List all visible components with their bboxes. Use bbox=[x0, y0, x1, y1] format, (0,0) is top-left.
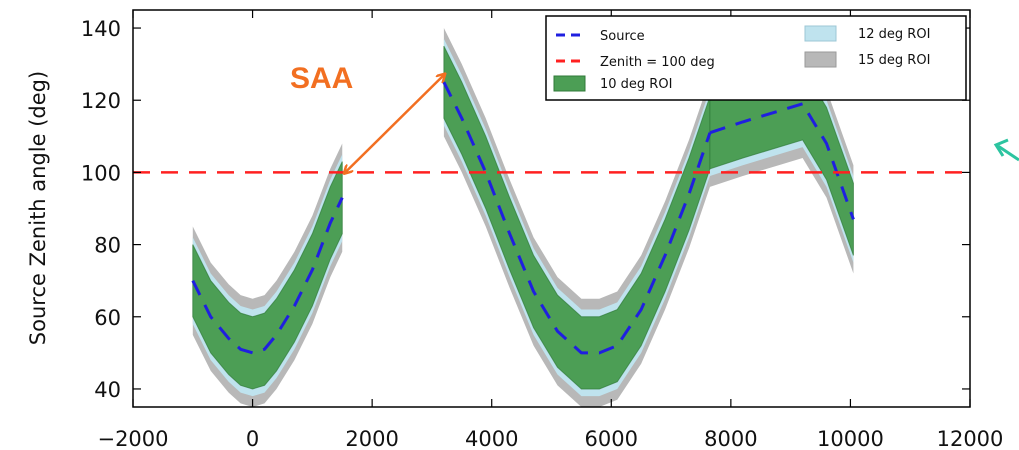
source-line-segment-2 bbox=[709, 102, 855, 220]
legend-15deg-swatch bbox=[804, 51, 837, 68]
y-axis-label: Source Zenith angle (deg) bbox=[26, 71, 50, 345]
y-tick-label: 140 bbox=[81, 17, 121, 41]
y-tick-label: 120 bbox=[81, 89, 121, 113]
saa-annotation-label: SAA bbox=[290, 62, 353, 95]
x-tick-label: 4000 bbox=[465, 427, 518, 450]
x-tick-label: 6000 bbox=[585, 427, 638, 450]
x-tick-label: −2000 bbox=[97, 427, 168, 450]
plot-frame bbox=[132, 9, 971, 408]
y-tick-label: 100 bbox=[81, 161, 121, 185]
legend-10deg-swatch bbox=[553, 75, 586, 92]
legend-10deg-label: 10 deg ROI bbox=[600, 77, 672, 92]
x-tick-label: 10000 bbox=[817, 427, 884, 450]
legend-source-label: Source bbox=[600, 29, 645, 44]
x-tick-label: 8000 bbox=[704, 427, 757, 450]
source-line-segment-1 bbox=[442, 81, 712, 355]
y-tick-label: 60 bbox=[94, 306, 121, 330]
legend-12deg-swatch bbox=[804, 25, 837, 42]
legend-12deg-label: 12 deg ROI bbox=[858, 27, 930, 42]
legend: Source Zenith = 100 deg 10 deg ROI 12 de… bbox=[545, 15, 967, 101]
source-line-segment-0 bbox=[191, 197, 344, 355]
legend-zenith-label: Zenith = 100 deg bbox=[600, 55, 715, 70]
y-tick-label: 40 bbox=[94, 378, 121, 402]
teal-arrow-icon bbox=[993, 138, 1019, 162]
x-tick-label: 2000 bbox=[345, 427, 398, 450]
legend-15deg-label: 15 deg ROI bbox=[858, 53, 930, 68]
saa-double-arrow bbox=[345, 75, 444, 172]
data-lines bbox=[133, 81, 970, 355]
roi-band-10deg-segment-0 bbox=[192, 161, 343, 390]
y-tick-label: 80 bbox=[94, 234, 121, 258]
legend-box bbox=[545, 15, 967, 101]
axis-ticks: −2000 0 2000 4000 6000 8000 10000 12000 40 60 80 10… bbox=[81, 10, 1004, 450]
x-tick-label: 12000 bbox=[937, 427, 1004, 450]
x-tick-label: 0 bbox=[246, 427, 259, 450]
